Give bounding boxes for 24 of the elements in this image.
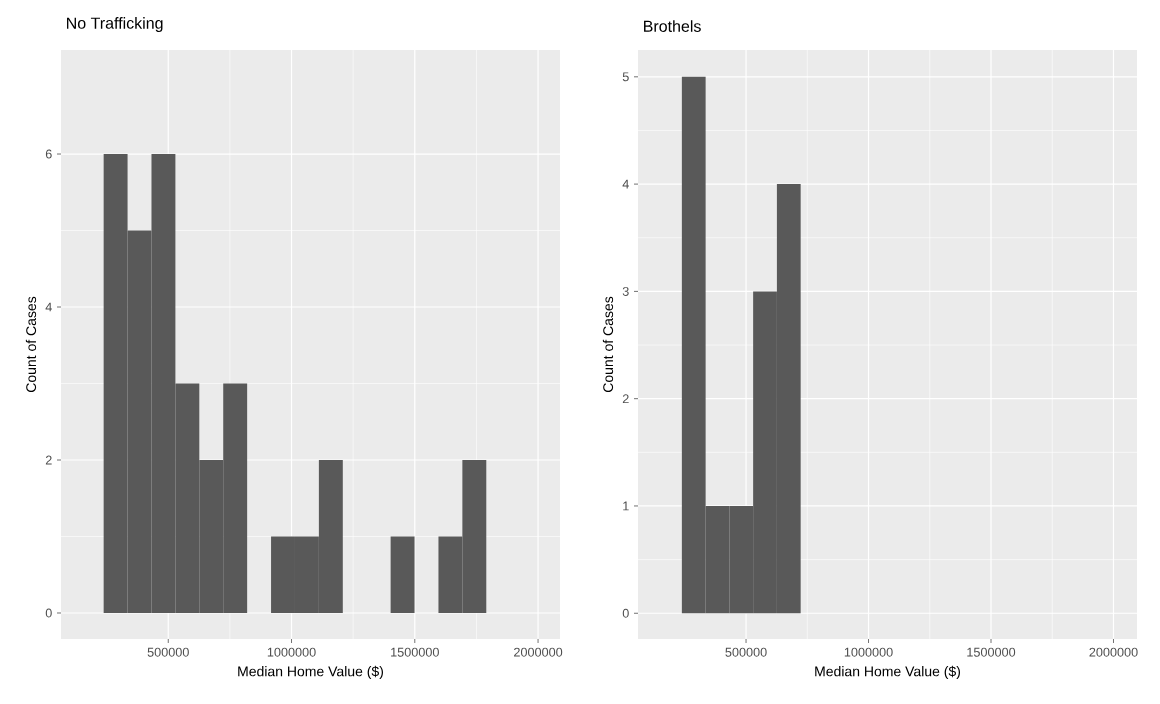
x-tick-label: 500000: [725, 647, 767, 657]
y-tick-label: 5: [622, 72, 629, 82]
y-tick-label: 2: [622, 394, 629, 404]
y-tick-label: 6: [45, 149, 52, 159]
y-tick-label: 3: [622, 286, 629, 296]
chart-title: No Trafficking: [67, 17, 163, 32]
y-tick-label: 2: [45, 455, 52, 465]
chart-title: Brothels: [644, 20, 701, 32]
x-tick-label: 2000000: [514, 647, 563, 657]
y-axis-title: Count of Cases: [25, 296, 37, 393]
x-tick-label: 500000: [147, 647, 189, 657]
y-tick-label: 4: [622, 179, 629, 189]
y-axis-title: Count of Cases: [602, 296, 614, 393]
x-tick-label: 1000000: [844, 647, 893, 657]
y-tick-label: 0: [45, 608, 52, 618]
x-tick-label: 1000000: [267, 647, 316, 657]
x-tick-label: 1500000: [967, 647, 1016, 657]
x-axis-title: Median Home Value ($): [815, 665, 960, 680]
x-axis-title: Median Home Value ($): [238, 665, 383, 680]
y-tick-label: 1: [623, 501, 629, 511]
y-tick-label: 0: [622, 608, 629, 618]
x-tick-label: 1500000: [391, 647, 439, 657]
x-tick-label: 2000000: [1089, 647, 1138, 657]
y-tick-label: 4: [45, 302, 52, 312]
